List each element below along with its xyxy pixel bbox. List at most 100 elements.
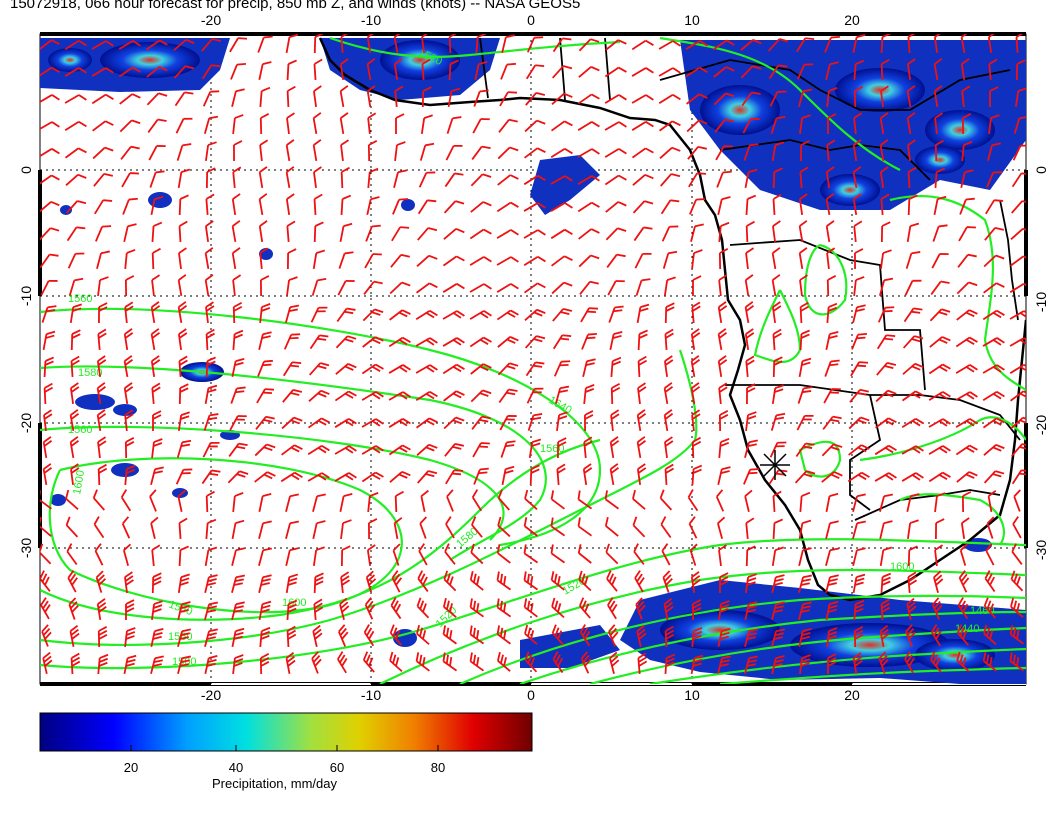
wind-barb-icon: [336, 307, 356, 323]
wind-barb-icon: [658, 93, 681, 105]
wind-barb-icon: [718, 221, 730, 243]
wind-barb-icon: [416, 417, 438, 429]
wind-barb-icon: [852, 34, 866, 54]
wind-barb-icon: [550, 490, 565, 510]
wind-barb-icon: [907, 166, 917, 189]
wind-barb-icon: [92, 489, 105, 511]
wind-barb-icon: [690, 355, 701, 378]
map-title: 15072918, 066 hour forecast for precip, …: [10, 0, 581, 12]
wind-barb-icon: [312, 112, 322, 135]
wind-barb-icon: [69, 436, 80, 459]
wind-barb-icon: [904, 279, 922, 296]
wind-barb-icon: [281, 416, 303, 430]
wind-barb-icon: [69, 624, 80, 648]
wind-barb-icon: [578, 570, 592, 592]
wind-barb-icon: [904, 651, 915, 674]
wind-barb-icon: [718, 382, 728, 405]
wind-barb-icon: [634, 570, 645, 593]
wind-barb-icon: [229, 37, 248, 53]
wind-barb-icon: [92, 146, 114, 160]
wind-barb-icon: [879, 166, 889, 189]
wind-barb-icon: [552, 334, 572, 350]
wind-barb-icon: [850, 361, 869, 377]
wind-barb-icon: [258, 574, 272, 593]
wind-barb-icon: [1011, 200, 1026, 214]
wind-barb-icon: [744, 628, 758, 647]
wind-barb-icon: [878, 277, 894, 296]
wind-barb-icon: [94, 543, 104, 566]
wind-barb-icon: [232, 166, 242, 189]
wind-barb-icon: [96, 409, 107, 432]
wind-barb-icon: [606, 253, 626, 268]
wind-barb-icon: [718, 410, 729, 432]
wind-barb-icon: [880, 193, 890, 216]
wind-barb-icon: [717, 196, 731, 216]
lon-tick-bottom: 20: [844, 687, 860, 703]
colorbar-tick: 40: [228, 760, 244, 775]
wind-barb-icon: [907, 58, 916, 81]
wind-barb-icon: [662, 250, 678, 269]
wind-barb-icon: [472, 442, 490, 458]
wind-barb-icon: [340, 519, 352, 540]
wind-barb-icon: [691, 436, 702, 459]
wind-barb-icon: [361, 391, 384, 401]
wind-barb-icon: [719, 572, 729, 594]
wind-barb-icon: [798, 247, 808, 270]
wind-barb-icon: [717, 627, 731, 648]
wind-barb-icon: [825, 574, 839, 593]
wind-barb-icon: [1014, 87, 1026, 108]
wind-barb-icon: [631, 147, 654, 159]
wind-barb-icon: [258, 547, 273, 566]
wind-barb-icon: [229, 415, 247, 431]
wind-barb-icon: [796, 414, 814, 431]
wind-barb-icon: [988, 58, 998, 81]
wind-barb-icon: [151, 274, 161, 297]
wind-barb-icon: [955, 444, 978, 456]
wind-barb-icon: [631, 39, 654, 51]
wind-barb-icon: [771, 274, 781, 297]
wind-barb-icon: [523, 255, 546, 266]
wind-barb-icon: [1009, 337, 1026, 347]
wind-barb-icon: [173, 38, 195, 51]
wind-barb-icon: [469, 625, 485, 645]
wind-barb-icon: [307, 444, 330, 456]
wind-barb-icon: [578, 228, 600, 240]
wind-barb-icon: [713, 66, 735, 78]
wind-barb-icon: [177, 411, 190, 432]
wind-barb-icon: [550, 544, 566, 564]
wind-barb-icon: [280, 471, 303, 483]
wind-barb-icon: [41, 624, 52, 647]
wind-barb-icon: [956, 651, 970, 673]
wind-barb-icon: [496, 283, 519, 293]
wind-barb-icon: [799, 491, 811, 513]
wind-barb-icon: [879, 520, 893, 539]
wind-barb-icon: [366, 85, 376, 108]
wind-barb-icon: [151, 382, 161, 405]
wind-barb-icon: [609, 331, 623, 351]
wind-barb-icon: [177, 655, 191, 674]
wind-barb-icon: [581, 332, 597, 350]
wind-barb-icon: [712, 39, 735, 51]
wind-barb-icon: [313, 85, 322, 108]
wind-barb-icon: [523, 202, 546, 212]
wind-barb-icon: [960, 517, 970, 540]
wind-barb-icon: [795, 37, 815, 53]
wind-barb-icon: [442, 255, 465, 267]
lon-tick-bottom: 0: [527, 687, 535, 703]
colorbar-title: Precipitation, mm/day: [212, 776, 337, 791]
wind-barb-icon: [771, 141, 785, 162]
wind-barb-icon: [40, 253, 59, 269]
wind-barb-icon: [931, 624, 942, 647]
wind-barb-icon: [501, 465, 515, 486]
wind-barb-icon: [799, 114, 811, 135]
wind-barb-icon: [743, 143, 759, 161]
wind-barb-icon: [607, 597, 618, 620]
wind-barb-icon: [232, 654, 244, 675]
wind-barb-icon: [901, 390, 924, 402]
wind-barb-icon: [97, 626, 108, 648]
wind-barb-icon: [443, 227, 465, 240]
wind-barb-icon: [366, 544, 376, 567]
wind-barb-icon: [903, 307, 923, 323]
wind-barb-icon: [366, 34, 376, 54]
wind-barb-icon: [286, 276, 298, 297]
